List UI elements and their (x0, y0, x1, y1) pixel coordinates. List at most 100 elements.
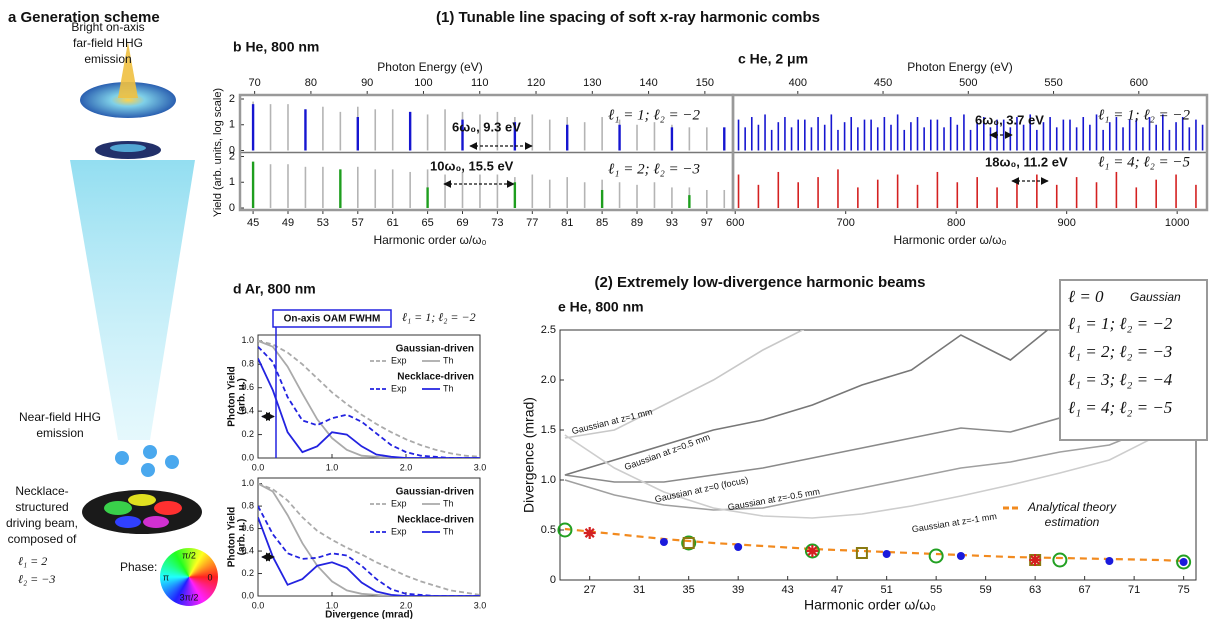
axis-label: Photon Energy (eV) (907, 60, 1012, 74)
legend-label: Th (443, 383, 454, 393)
curve (258, 516, 480, 596)
y-tick-label: 0.4 (241, 406, 254, 416)
y-tick-label: 0 (229, 202, 235, 214)
x2-tick-label: 100 (414, 77, 432, 89)
axis-label: Harmonic order ω/ω₀ (804, 597, 936, 613)
axis-label: Yield (arb. units, log scale) (212, 88, 224, 217)
scheme-caption: Near-field HHG (19, 410, 101, 424)
x-tick-label: 59 (980, 584, 992, 596)
x2-tick-label: 400 (789, 77, 807, 89)
theory-curve (564, 527, 1184, 563)
scheme-caption: emission (84, 52, 131, 66)
legend-title: Necklace-driven (397, 515, 474, 526)
necklace-lobe (128, 494, 156, 506)
legend-label: Th (443, 355, 454, 365)
y-tick-label: 0.8 (241, 359, 254, 369)
plot-frame (257, 334, 481, 459)
data-point (1179, 558, 1188, 566)
data-point (928, 548, 944, 564)
x-tick-label: 900 (1057, 217, 1075, 229)
x-tick-label: 55 (930, 584, 942, 596)
x-tick-label: 39 (732, 584, 744, 596)
y-tick-label: 1.0 (241, 478, 254, 488)
x-tick-label: 700 (837, 217, 855, 229)
panel-title: b He, 800 nm (233, 39, 319, 55)
x-tick-label: 27 (584, 584, 596, 596)
x-tick-label: 51 (881, 584, 893, 596)
curve (258, 358, 480, 458)
data-point (882, 550, 891, 558)
beam-cone (70, 160, 195, 440)
x2-tick-label: 550 (1044, 77, 1062, 89)
data-point (956, 552, 965, 560)
near-field-spot (141, 463, 155, 477)
axis-label: (arb. u.) (237, 519, 248, 556)
x2-tick-label: 500 (959, 77, 977, 89)
data-point (1176, 554, 1192, 570)
x-tick-label: 35 (683, 584, 695, 596)
phase-label: 3π/2 (180, 592, 199, 602)
axis-label: Photon Yield (227, 507, 238, 568)
legend-label: Exp (391, 498, 407, 508)
legend-label: Exp (391, 355, 407, 365)
legend-note: Gaussian (1130, 290, 1181, 304)
x2-tick-label: 150 (696, 77, 714, 89)
scheme-caption: emission (36, 426, 83, 440)
y-tick-label: 1.5 (541, 424, 556, 436)
data-point (804, 543, 820, 559)
axis-label: Harmonic order ω/ω₀ (373, 233, 486, 247)
y-tick-label: 2 (229, 93, 235, 105)
plot-frame (257, 477, 481, 597)
x-tick-label: 61 (387, 217, 399, 229)
data-point (583, 527, 596, 539)
x-tick-label: 69 (456, 217, 468, 229)
legend-label: Th (443, 498, 454, 508)
y-tick-label: 0.0 (241, 590, 254, 600)
x-tick-label: 2.0 (400, 462, 413, 472)
mode-label: ℓ₁ = 1; ℓ₂ = −2 (402, 310, 476, 324)
data-point (1029, 554, 1042, 566)
far-field-pattern (80, 82, 176, 118)
x2-tick-label: 120 (527, 77, 545, 89)
x-tick-label: 1.0 (326, 600, 339, 610)
scheme-caption: Bright on-axis (71, 20, 144, 34)
necklace-beam (82, 490, 202, 534)
curve (258, 340, 480, 458)
far-field-peak (118, 42, 138, 98)
axis-label: Divergence (mrad) (521, 397, 537, 513)
driving-mode: ℓ₂ = −3 (18, 572, 55, 586)
phase-label: 0 (207, 572, 212, 582)
y-tick-label: 1.0 (541, 474, 556, 486)
x2-tick-label: 140 (639, 77, 657, 89)
row-label: ℓ₁ = 1; ℓ₂ = −2 (608, 107, 701, 123)
y-tick-label: 1.0 (241, 335, 254, 345)
data-point (855, 547, 868, 559)
x-tick-label: 65 (421, 217, 433, 229)
y-tick-label: 2.0 (541, 374, 556, 386)
scheme-caption: Necklace- (15, 484, 68, 498)
x-tick-label: 3.0 (474, 462, 487, 472)
x-tick-label: 57 (352, 217, 364, 229)
curve (258, 505, 480, 596)
y-tick-label: 0.2 (241, 568, 254, 578)
spacing-label: 10ω₀, 15.5 eV (430, 158, 514, 173)
legend-label: ℓ₁ = 1; ℓ₂ = −2 (1068, 314, 1173, 333)
panel-title: e He, 800 nm (558, 299, 644, 315)
y-tick-label: 0.6 (241, 523, 254, 533)
data-point (1052, 552, 1068, 568)
plot-area (258, 340, 480, 458)
theory-label: estimation (1045, 515, 1100, 529)
y-tick-label: 0.4 (241, 545, 254, 555)
legend-label: ℓ₁ = 2; ℓ₂ = −3 (1068, 342, 1172, 361)
near-field-spot (165, 455, 179, 469)
row-label: ℓ₁ = 1; ℓ₂ = −2 (1098, 107, 1191, 123)
x2-tick-label: 70 (249, 77, 261, 89)
near-field-spot (143, 445, 157, 459)
x2-tick-label: 130 (583, 77, 601, 89)
panel-title: a Generation scheme (8, 9, 160, 26)
plot-frame (731, 93, 1209, 212)
y-tick-label: 0.0 (241, 452, 254, 462)
phase-label: π (163, 572, 169, 582)
legend-title: Necklace-driven (397, 372, 474, 383)
scheme-art (70, 42, 202, 534)
